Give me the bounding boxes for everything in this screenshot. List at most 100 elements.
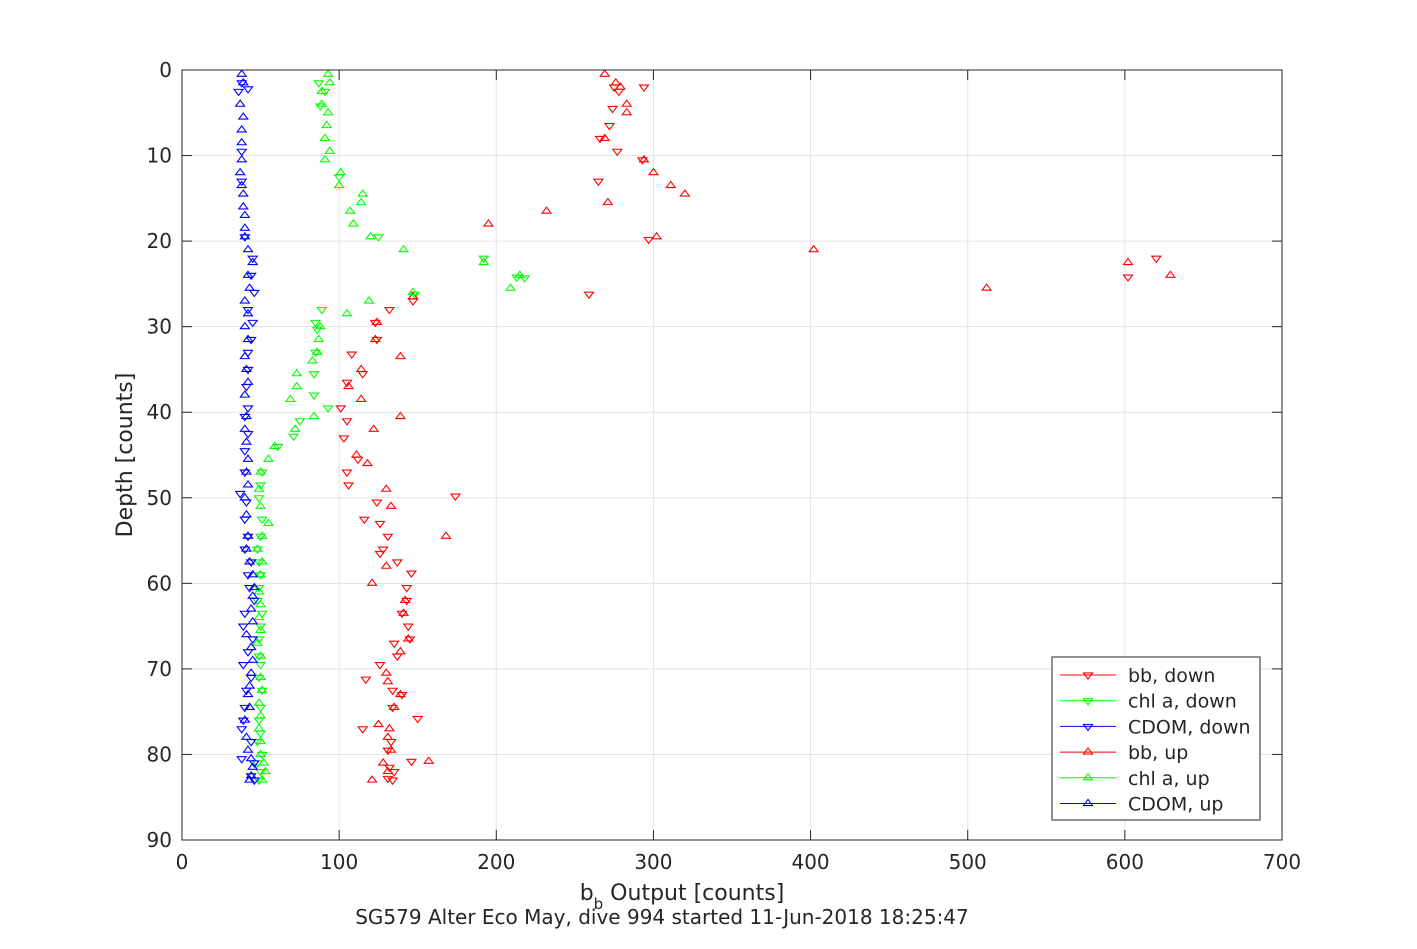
data-point-cdom-up [239, 210, 251, 219]
data-point-bb-up [679, 189, 691, 197]
data-point-bb-down [611, 148, 623, 157]
data-point-bb-down [341, 418, 353, 426]
x-tick-label: 300 [634, 850, 672, 874]
data-point-chl-a-down [478, 255, 490, 264]
data-point-cdom-down [247, 319, 259, 328]
data-point-chl-a-up [364, 231, 377, 240]
data-point-cdom-up [242, 531, 254, 539]
data-point-bb-down [360, 676, 372, 685]
chart-title: SG579 Alter Eco May, dive 994 started 11… [355, 905, 969, 929]
data-point-bb-up [388, 702, 400, 710]
data-point-cdom-up [237, 201, 249, 210]
data-point-cdom-up [240, 629, 253, 638]
data-point-chl-a-up [319, 154, 331, 163]
data-point-bb-down [449, 493, 462, 502]
data-point-cdom-down [242, 533, 254, 542]
data-point-cdom-down [236, 726, 248, 734]
data-point-cdom-up [242, 479, 254, 488]
x-axis-label-subscript: b [594, 895, 604, 913]
data-point-bb-down [374, 520, 386, 529]
data-point-cdom-up [239, 424, 251, 432]
data-point-bb-up [355, 364, 367, 373]
data-point-bb-down [357, 726, 369, 734]
data-point-bb-up [610, 77, 622, 86]
data-point-cdom-up [243, 702, 256, 710]
data-point-chl-a-up [256, 685, 268, 693]
data-point-chl-a-up [341, 308, 353, 317]
data-point-cdom-down [239, 610, 251, 619]
data-point-bb-up [385, 745, 397, 753]
data-point-chl-a-up [324, 77, 336, 86]
data-point-bb-down [1122, 274, 1134, 283]
data-point-bb-up [383, 723, 396, 732]
data-point-bb-up [665, 180, 677, 189]
legend-label-bb-up: bb, up [1128, 742, 1188, 764]
data-point-chl-a-up [256, 775, 268, 783]
y-tick-label: 90 [147, 828, 172, 852]
legend-marker-cdom-up [1082, 798, 1094, 807]
x-tick-label: 500 [949, 850, 987, 874]
data-point-cdom-down [237, 623, 249, 632]
data-point-chl-a-up [324, 146, 336, 154]
data-point-chl-a-up [254, 467, 267, 475]
data-point-bb-down [382, 747, 394, 756]
data-point-chl-a-down [408, 291, 421, 300]
data-point-bb-up [599, 133, 611, 142]
data-point-cdom-up [242, 745, 254, 753]
data-point-cdom-down [236, 756, 248, 764]
data-point-chl-a-down [319, 88, 331, 97]
data-point-cdom-up [240, 437, 253, 445]
data-point-chl-a-up [347, 219, 359, 227]
data-point-bb-down [371, 499, 383, 508]
data-point-bb-down [382, 533, 394, 542]
data-point-cdom-up [247, 569, 259, 578]
data-point-chl-a-up [308, 411, 320, 420]
data-point-bb-down [606, 105, 619, 114]
data-point-cdom-up [247, 591, 259, 599]
x-tick-label: 600 [1106, 850, 1144, 874]
data-point-chl-a-down [308, 371, 320, 379]
data-point-bb-up [440, 531, 452, 539]
data-point-cdom-down [242, 572, 254, 580]
data-point-chl-a-down [253, 585, 265, 593]
x-axis-label-rest: Output [counts] [603, 881, 784, 906]
data-point-cdom-up [243, 556, 256, 565]
data-point-chl-a-up [316, 86, 328, 94]
y-tick-label: 20 [147, 229, 172, 253]
data-point-cdom-up [236, 154, 248, 163]
data-point-chl-a-down [251, 739, 264, 747]
data-point-cdom-down [234, 490, 246, 499]
data-point-chl-a-up [262, 454, 275, 462]
data-point-cdom-up [239, 321, 251, 330]
data-point-bb-up [380, 484, 392, 492]
data-point-cdom-up [242, 454, 254, 462]
data-point-bb-up [638, 154, 650, 163]
data-point-cdom-up [243, 283, 256, 291]
data-point-cdom-up [239, 296, 251, 304]
data-point-chl-a-up [320, 120, 333, 129]
data-point-bb-down [638, 84, 650, 93]
data-point-chl-a-up [256, 556, 268, 565]
y-tick-label: 70 [147, 657, 172, 681]
data-point-cdom-up [236, 137, 248, 146]
data-point-cdom-up [245, 668, 257, 676]
data-point-chl-a-down [322, 405, 334, 413]
series-bb-up [342, 69, 1177, 783]
data-marks [232, 69, 1177, 786]
data-point-bb-up [366, 775, 378, 783]
y-axis-label: Depth [counts] [113, 373, 138, 538]
data-point-bb-up [599, 69, 611, 77]
data-point-cdom-up [243, 775, 256, 783]
data-point-chl-a-up [253, 723, 265, 732]
data-point-cdom-up [236, 180, 248, 189]
data-point-cdom-down [239, 704, 251, 713]
data-point-cdom-down [247, 255, 259, 264]
y-tick-label: 60 [147, 571, 172, 595]
data-point-chl-a-up [316, 99, 328, 107]
data-point-cdom-down [239, 448, 251, 456]
data-point-bb-up [647, 167, 660, 176]
x-axis-label-main: b [580, 881, 594, 906]
data-point-chl-a-down [309, 319, 322, 328]
data-point-bb-up [980, 283, 993, 291]
data-point-chl-a-up [254, 710, 267, 719]
